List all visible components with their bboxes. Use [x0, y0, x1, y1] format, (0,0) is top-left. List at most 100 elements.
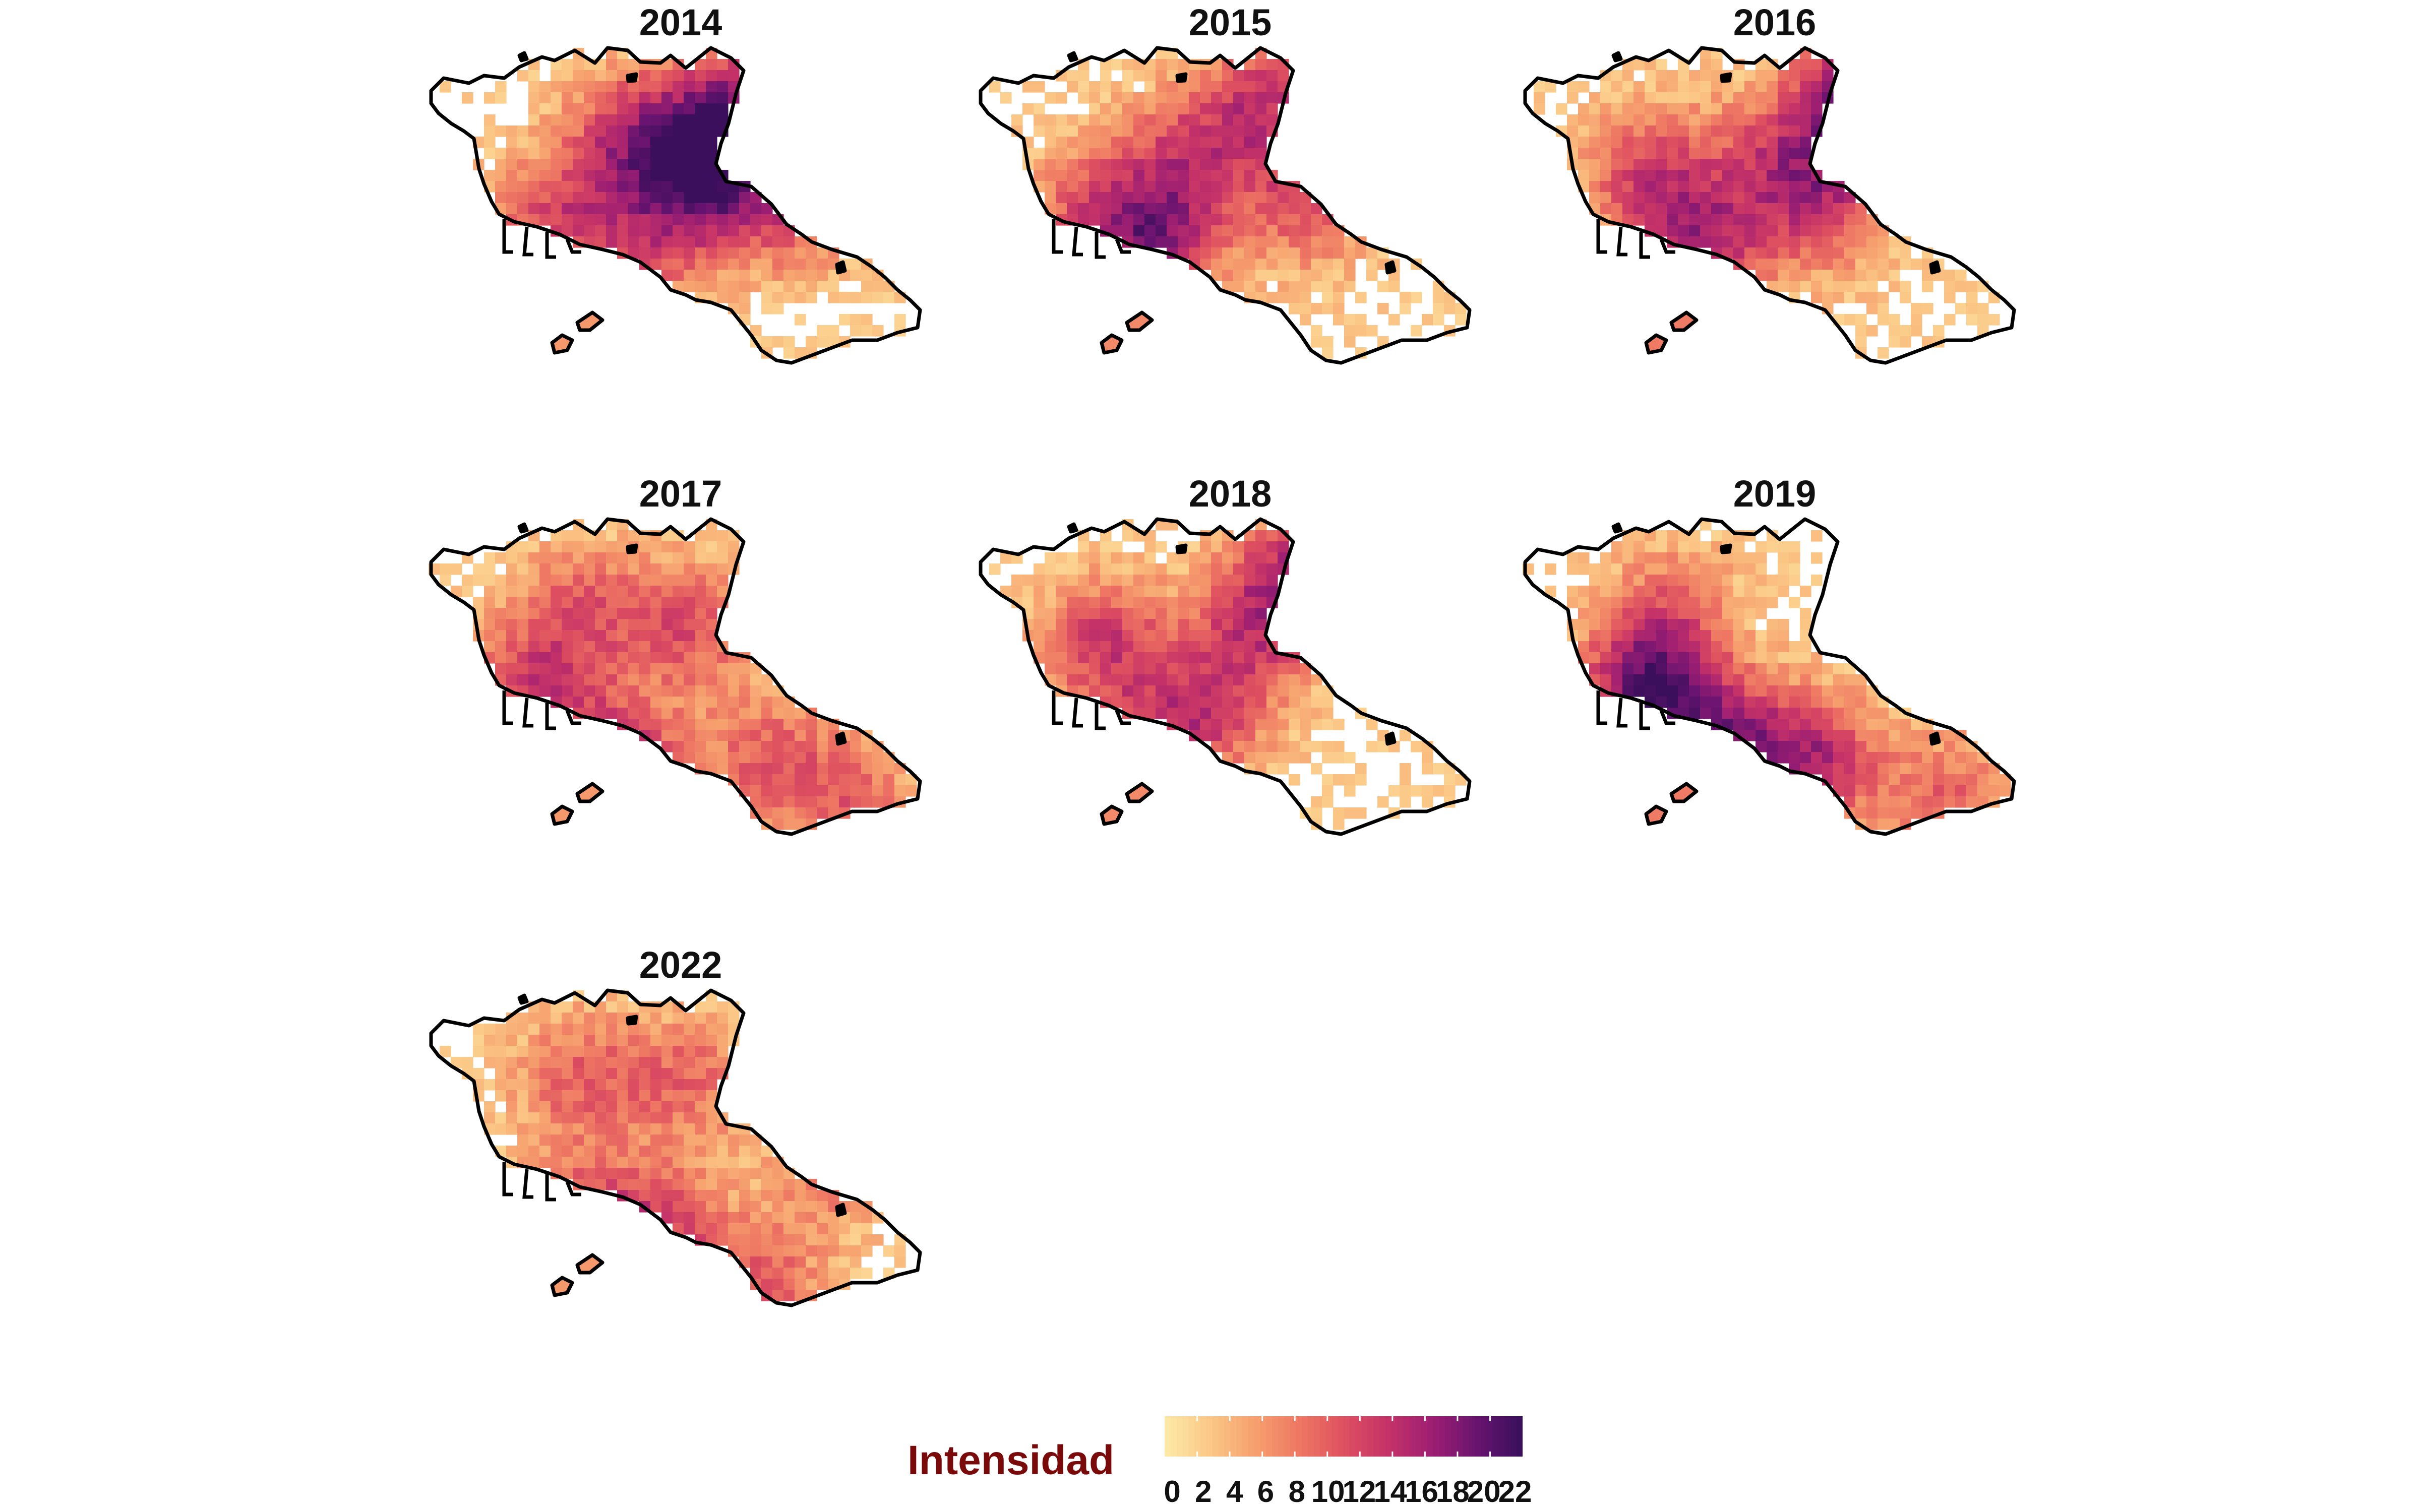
intensity-cell — [717, 674, 729, 686]
intensity-cell — [717, 685, 729, 697]
intensity-cell — [1689, 92, 1701, 104]
intensity-cell — [573, 114, 584, 126]
intensity-cell — [639, 652, 651, 664]
intensity-cell — [1289, 697, 1300, 708]
intensity-cell — [673, 1135, 684, 1146]
intensity-cell — [706, 1201, 717, 1213]
intensity-cell — [1144, 575, 1156, 586]
intensity-cell — [639, 697, 651, 708]
pier-outline — [545, 232, 556, 259]
intensity-cell — [1266, 575, 1278, 586]
intensity-cell — [562, 1090, 573, 1102]
intensity-cell — [1289, 292, 1300, 303]
intensity-cell — [1289, 259, 1300, 270]
intensity-cell — [1100, 148, 1112, 159]
intensity-cell — [684, 741, 695, 752]
intensity-cell — [1056, 552, 1067, 564]
intensity-cell — [528, 159, 540, 170]
intensity-cell — [1822, 259, 1834, 270]
intensity-cell — [761, 225, 773, 237]
intensity-cell — [1100, 586, 1112, 597]
intensity-cell — [1344, 259, 1356, 270]
intensity-cell — [1800, 247, 1811, 259]
intensity-cell — [517, 1146, 529, 1157]
intensity-cell — [1855, 730, 1867, 741]
intensity-cell — [750, 259, 762, 270]
intensity-cell — [1844, 796, 1856, 808]
intensity-cell — [1244, 652, 1256, 664]
intensity-cell — [1189, 597, 1200, 608]
intensity-cell — [528, 1035, 540, 1046]
intensity-cell — [1089, 541, 1101, 553]
intensity-cell — [617, 103, 629, 115]
intensity-cell — [1255, 125, 1267, 137]
intensity-cell — [1778, 730, 1789, 741]
intensity-cell — [1311, 225, 1322, 237]
intensity-cell — [562, 70, 573, 82]
island-outline — [550, 1276, 574, 1297]
intensity-cell — [1266, 752, 1278, 764]
intensity-cell — [695, 181, 706, 193]
intensity-cell — [761, 236, 773, 248]
intensity-cell — [584, 103, 595, 115]
intensity-cell — [551, 214, 562, 226]
intensity-cell — [606, 81, 618, 93]
intensity-cell — [1156, 103, 1167, 115]
intensity-cell — [1811, 59, 1823, 71]
intensity-cell — [1778, 159, 1789, 170]
intensity-cell — [1667, 575, 1678, 586]
intensity-cell — [573, 137, 584, 148]
intensity-cell — [1744, 685, 1756, 697]
intensity-cell — [1067, 575, 1078, 586]
intensity-cell — [783, 281, 795, 292]
intensity-cell — [562, 1057, 573, 1068]
intensity-cell — [1255, 685, 1267, 697]
intensity-cell — [1689, 137, 1701, 148]
intensity-cell — [1311, 236, 1322, 248]
intensity-cell — [473, 1068, 485, 1080]
intensity-cell — [761, 697, 773, 708]
intensity-cell — [1211, 103, 1223, 115]
intensity-cell — [650, 1046, 662, 1057]
intensity-cell — [1767, 270, 1778, 281]
intensity-cell — [1789, 697, 1800, 708]
intensity-cell — [894, 1256, 906, 1268]
intensity-cell — [1711, 630, 1723, 642]
intensity-cell — [628, 1179, 640, 1190]
intensity-cell — [1233, 752, 1245, 764]
intensity-cell — [1045, 137, 1056, 148]
intensity-cell — [661, 730, 673, 741]
intensity-cell — [1034, 597, 1045, 608]
intensity-cell — [673, 1179, 684, 1190]
intensity-cell — [528, 181, 540, 193]
intensity-cell — [1756, 236, 1767, 248]
intensity-cell — [1078, 148, 1090, 159]
intensity-cell — [1200, 608, 1212, 619]
intensity-cell — [628, 1035, 640, 1046]
intensity-cell — [806, 1268, 817, 1279]
pier-outline — [502, 690, 513, 725]
intensity-cell — [617, 59, 629, 71]
intensity-cell — [1711, 159, 1723, 170]
intensity-cell — [772, 1290, 784, 1301]
intensity-cell — [1800, 103, 1811, 115]
intensity-cell — [1222, 92, 1234, 104]
intensity-cell — [706, 752, 717, 764]
intensity-cell — [1667, 148, 1678, 159]
intensity-cell — [1900, 281, 1911, 292]
intensity-cell — [528, 552, 540, 564]
intensity-cell — [539, 1112, 551, 1124]
intensity-cell — [684, 114, 695, 126]
intensity-cell — [673, 281, 684, 292]
intensity-cell — [528, 1046, 540, 1057]
intensity-cell — [1045, 92, 1056, 104]
intensity-cell — [628, 81, 640, 93]
intensity-raster — [440, 990, 906, 1301]
intensity-cell — [1167, 59, 1178, 71]
intensity-cell — [1634, 181, 1645, 193]
intensity-cell — [795, 1290, 806, 1301]
intensity-cell — [1034, 641, 1045, 653]
intensity-cell — [1855, 697, 1867, 708]
intensity-cell — [617, 1068, 629, 1080]
intensity-cell — [1244, 203, 1256, 215]
